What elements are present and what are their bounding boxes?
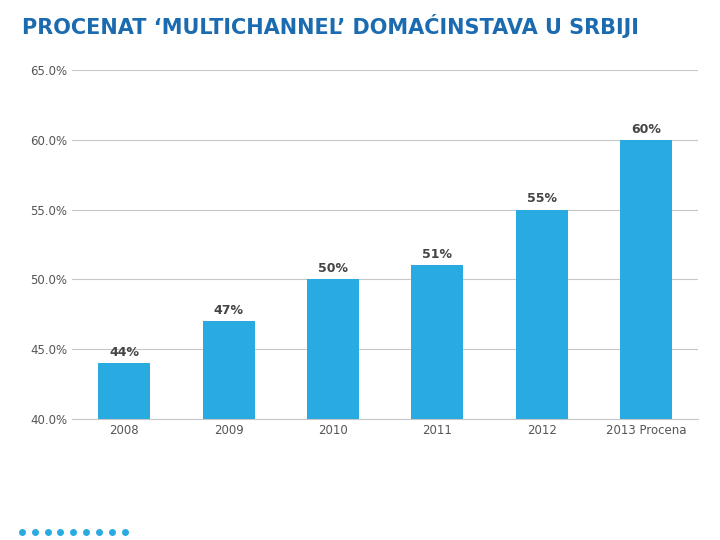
Bar <box>98 363 150 418</box>
Bar <box>411 265 464 418</box>
Text: nielsen: nielsen <box>22 499 87 517</box>
Bar <box>202 321 255 418</box>
Text: 47%: 47% <box>214 304 243 317</box>
Text: 60%: 60% <box>631 123 661 136</box>
Text: 44%: 44% <box>109 346 139 359</box>
Bar <box>307 279 359 418</box>
Text: 51%: 51% <box>423 248 452 261</box>
Text: PROCENAT ‘MULTICHANNEL’ DOMAĆINSTAVA U SRBIJI: PROCENAT ‘MULTICHANNEL’ DOMAĆINSTAVA U S… <box>22 14 639 37</box>
Text: 55%: 55% <box>527 192 557 205</box>
Bar <box>620 140 672 418</box>
Text: 50%: 50% <box>318 262 348 275</box>
Text: Copyright © 2013 The Nielsen Company: Copyright © 2013 The Nielsen Company <box>544 525 698 535</box>
Bar <box>516 210 568 418</box>
